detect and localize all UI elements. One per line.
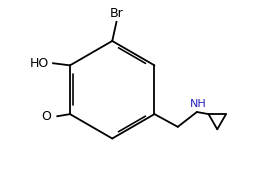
Text: NH: NH <box>190 99 206 109</box>
Text: Br: Br <box>109 7 123 20</box>
Text: HO: HO <box>30 57 49 70</box>
Text: O: O <box>41 110 51 123</box>
